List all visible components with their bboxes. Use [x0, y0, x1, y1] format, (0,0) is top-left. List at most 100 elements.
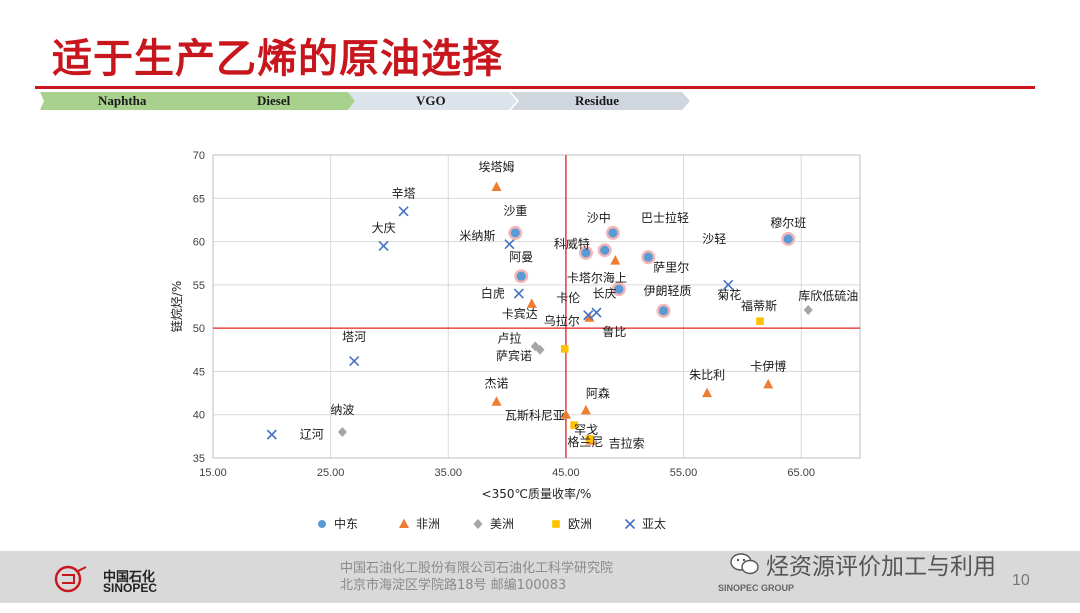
- band-light-ends: [40, 92, 355, 110]
- point-x: [378, 240, 389, 251]
- y-tick-label: 70: [193, 150, 205, 162]
- legend-label: 非洲: [416, 517, 440, 531]
- point-label: 长庆: [592, 287, 616, 301]
- point-circle: [658, 306, 669, 316]
- point-label: 卡伊博: [750, 358, 786, 373]
- y-tick-label: 50: [193, 323, 205, 335]
- point-x: [513, 288, 524, 299]
- slide-title: 适于生产乙烯的原油选择: [52, 36, 503, 82]
- point-triangle: [526, 298, 537, 308]
- point-label: 纳波: [330, 403, 354, 417]
- footer-org-line2: 北京市海淀区学院路18号 邮编100083: [340, 578, 567, 593]
- point-triangle: [702, 387, 713, 398]
- point-label: 杰诺: [484, 377, 508, 391]
- point-label: 福蒂斯: [741, 298, 777, 313]
- legend-marker: [473, 519, 483, 529]
- x-tick-label: 55.00: [670, 467, 698, 479]
- point-label: 乌拉尔: [544, 313, 580, 328]
- point-label: 卡宾达: [502, 306, 538, 321]
- band-label-naphtha: Naphtha: [98, 93, 147, 108]
- x-axis-title: <350℃质量收率/%: [482, 486, 592, 501]
- point-square: [560, 345, 569, 353]
- point-circle: [783, 234, 793, 244]
- legend-label: 美洲: [490, 517, 514, 531]
- point-label: 卡塔尔海上: [567, 270, 627, 285]
- point-triangle: [610, 255, 621, 265]
- point-label: 伊朗轻质: [644, 284, 692, 298]
- legend-marker: [552, 520, 560, 528]
- point-label: 沙中: [587, 210, 611, 225]
- page-number: 10: [1012, 572, 1030, 589]
- point-label: 库欣低硫油: [798, 288, 858, 303]
- point-circle: [581, 248, 591, 258]
- point-label: 辽河: [300, 428, 324, 442]
- point-circle: [600, 245, 610, 255]
- point-circle: [614, 284, 624, 294]
- x-tick-label: 65.00: [787, 467, 815, 479]
- plot-frame: [212, 154, 861, 459]
- point-label: 罕戈: [574, 423, 598, 437]
- point-x: [266, 429, 277, 440]
- y-tick-label: 55: [193, 280, 205, 292]
- point-label: 瓦斯科尼亚: [505, 409, 565, 423]
- title-divider: [35, 86, 1035, 89]
- point-triangle: [580, 404, 591, 415]
- y-tick-label: 35: [193, 453, 205, 465]
- point-label: 沙重: [503, 204, 527, 218]
- point-label: 巴士拉轻: [641, 210, 689, 225]
- legend-marker-circle: [318, 520, 326, 528]
- y-tick-label: 40: [193, 410, 205, 422]
- point-x: [349, 355, 360, 367]
- legend-marker: [399, 518, 409, 528]
- legend-label: 欧洲: [568, 517, 592, 531]
- point-x: [723, 279, 734, 290]
- point-label: 沙轻: [702, 232, 726, 246]
- footer-watermark: 烃资源评价加工与利用: [766, 554, 996, 580]
- point-x: [583, 310, 594, 321]
- point-triangle: [491, 396, 502, 406]
- point-circle: [516, 271, 526, 281]
- point-x: [504, 239, 515, 250]
- point-label: 白虎: [481, 286, 505, 301]
- band-label-diesel: Diesel: [257, 93, 291, 108]
- footer-bar: [0, 551, 1080, 603]
- point-label: 格兰尼: [567, 434, 603, 449]
- point-x: [591, 307, 602, 318]
- point-label: 朱比利: [689, 368, 725, 382]
- point-circle: [643, 252, 653, 262]
- point-label: 穆尔班: [770, 215, 806, 230]
- band-label-vgo: VGO: [416, 93, 446, 108]
- point-label: 大庆: [372, 221, 396, 235]
- point-diamond: [337, 427, 347, 438]
- y-axis-title: 链烷烃/%: [169, 281, 184, 332]
- point-label: 萨里尔: [653, 260, 689, 275]
- point-diamond: [803, 304, 813, 315]
- footer-organization: 中国石油化工股份有限公司石油化工科学研究院 北京市海淀区学院路18号 邮编100…: [340, 560, 613, 594]
- point-label: 米纳斯: [459, 229, 495, 243]
- x-tick-label: 15.00: [199, 467, 227, 479]
- point-label: 卡伦: [556, 290, 580, 305]
- point-circle: [510, 228, 520, 238]
- point-label: 阿森: [586, 385, 610, 400]
- legend-marker: [624, 518, 636, 530]
- point-label: 卢拉: [497, 330, 521, 345]
- point-label: 辛塔: [392, 186, 416, 200]
- band-residue: [510, 92, 690, 110]
- y-tick-label: 65: [193, 193, 205, 205]
- point-diamond: [535, 344, 545, 355]
- x-tick-label: 35.00: [435, 467, 463, 479]
- point-square: [756, 317, 764, 326]
- y-tick-label: 45: [193, 366, 205, 378]
- point-label: 塔河: [342, 330, 366, 344]
- footer-group: SINOPEC GROUP: [718, 583, 795, 593]
- point-label: 阿曼: [509, 250, 533, 264]
- point-label: 科威特: [554, 236, 590, 251]
- point-label: 菊花: [717, 287, 741, 302]
- point-label: 鲁比: [602, 325, 626, 339]
- point-square: [570, 421, 578, 429]
- point-label: 萨宾诺: [496, 348, 532, 363]
- point-triangle: [560, 409, 571, 419]
- point-square: [585, 435, 594, 443]
- y-tick-label: 60: [193, 237, 205, 249]
- band-label-residue: Residue: [575, 93, 620, 108]
